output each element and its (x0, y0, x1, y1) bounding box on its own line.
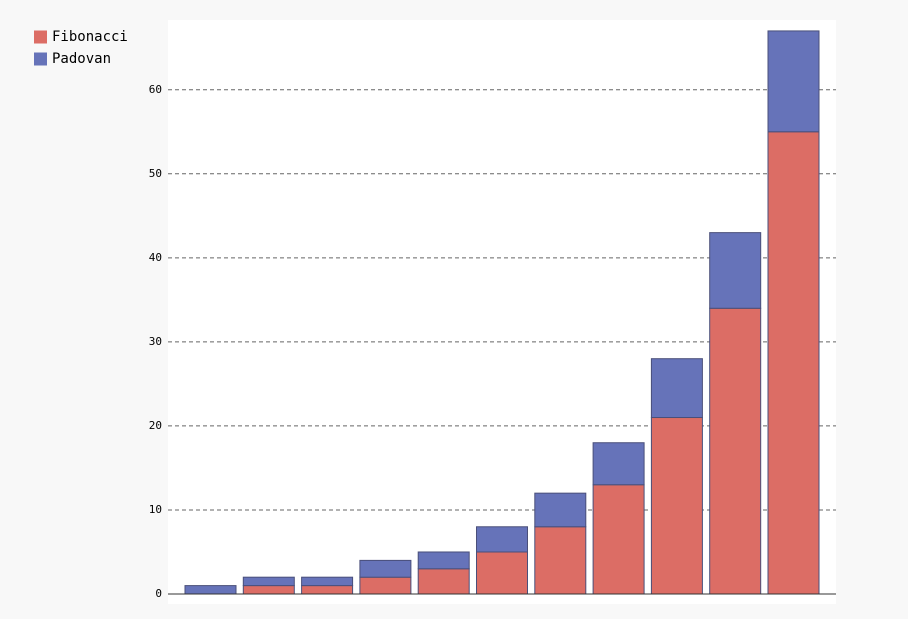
bar (359, 576, 412, 595)
bar (534, 526, 587, 595)
bar (417, 551, 470, 570)
bar (709, 307, 762, 595)
bar (767, 30, 820, 133)
y-tick-label: 40 (149, 251, 162, 264)
y-tick-label: 60 (149, 83, 162, 96)
y-tick-label: 50 (149, 167, 162, 180)
bar (242, 576, 295, 587)
bar (476, 526, 528, 553)
bar (650, 417, 703, 595)
bar (767, 131, 820, 595)
y-tick-label: 0 (155, 587, 162, 600)
legend-swatch (34, 52, 47, 66)
y-tick-label: 10 (149, 503, 162, 516)
bar (301, 576, 354, 587)
legend-label: Fibonacci (52, 29, 128, 45)
y-tick-label: 20 (149, 419, 162, 432)
bar (709, 232, 762, 309)
bar (592, 484, 645, 595)
bar (476, 551, 528, 595)
legend-label: Padovan (52, 51, 111, 67)
bar (417, 568, 470, 595)
bar (184, 585, 237, 595)
bar (650, 358, 703, 419)
legend-swatch (34, 30, 47, 44)
bar (534, 492, 587, 528)
y-tick-label: 30 (149, 335, 162, 348)
bar (359, 559, 412, 578)
bar (592, 442, 645, 486)
bar (301, 585, 354, 595)
bar (242, 585, 295, 595)
